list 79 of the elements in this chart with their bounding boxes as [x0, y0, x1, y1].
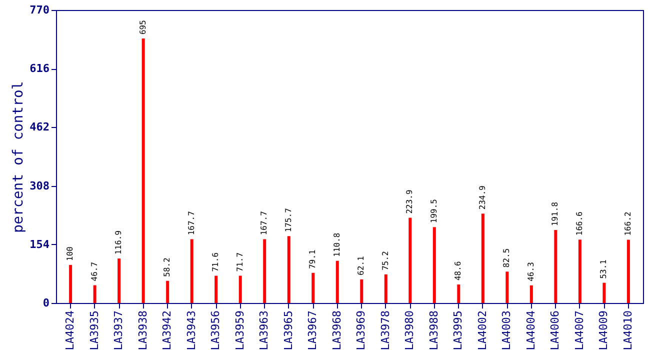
bar	[578, 240, 582, 303]
data-label: 199.5	[429, 198, 438, 224]
bar	[481, 214, 484, 303]
x-tick-label: LA3968	[330, 310, 344, 350]
data-label: 223.9	[405, 190, 414, 214]
x-tick-label: LA3938	[136, 310, 150, 350]
y-tick-label: 616	[30, 62, 50, 76]
bar	[142, 38, 145, 303]
x-tick-label: LA3988	[427, 310, 440, 350]
x-tick-label: LA3965	[282, 310, 295, 350]
bar	[554, 230, 558, 303]
data-label: 234.9	[478, 185, 487, 210]
x-tick-label: LA4010	[621, 310, 634, 350]
y-tick-label: 770	[30, 4, 50, 16]
bar	[166, 280, 170, 303]
data-label: 175.7	[284, 208, 293, 232]
bar	[238, 276, 242, 303]
bar	[530, 285, 533, 303]
bar	[457, 284, 460, 303]
bar	[336, 260, 339, 303]
x-tick-label: LA3942	[160, 310, 174, 350]
data-label: 53.1	[599, 259, 608, 279]
data-label: 79.1	[308, 249, 318, 269]
x-tick-label: LA3978	[378, 310, 392, 350]
bar	[384, 274, 388, 303]
x-tick-label: LA4024	[64, 310, 77, 350]
bar	[93, 285, 96, 303]
bar	[312, 272, 315, 303]
bar	[408, 218, 412, 303]
x-tick-label: LA3995	[452, 310, 465, 350]
data-label: 82.5	[502, 248, 512, 268]
data-label: 46.7	[90, 262, 99, 282]
bar	[263, 239, 266, 303]
data-label: 62.1	[356, 256, 366, 276]
x-tick-label: LA4006	[548, 310, 562, 350]
data-label: 71.6	[211, 252, 220, 272]
bar	[287, 236, 290, 303]
x-tick-label: LA3937	[112, 310, 126, 350]
y-tick-label: 154	[30, 238, 50, 251]
bar	[214, 276, 218, 303]
x-tick-label: LA4004	[524, 310, 538, 350]
data-label: 58.2	[162, 257, 172, 277]
data-label: 166.2	[623, 211, 632, 236]
y-axis-title: percent of control	[10, 81, 27, 233]
bar	[602, 282, 606, 303]
data-label: 166.6	[574, 211, 584, 236]
data-label: 167.7	[260, 210, 269, 236]
data-label: 71.7	[235, 252, 244, 272]
data-label: 191.8	[550, 202, 560, 226]
y-tick-label: 0	[42, 296, 50, 310]
y-tick-label: 462	[30, 120, 50, 134]
x-tick-label: LA4002	[476, 310, 489, 350]
data-label: 46.3	[526, 262, 536, 282]
bar	[360, 279, 364, 303]
bar	[118, 258, 121, 303]
x-tick-label: LA3963	[258, 310, 271, 350]
y-tick-label: 308	[30, 179, 50, 192]
x-tick-label: LA4003	[500, 310, 514, 350]
x-tick-label: LA3969	[354, 310, 368, 350]
data-label: 167.7	[186, 210, 196, 236]
bar	[69, 264, 72, 303]
bar	[506, 272, 509, 303]
bar	[626, 240, 630, 303]
bar	[432, 227, 436, 303]
data-label: 48.6	[454, 261, 463, 281]
x-tick-label: LA3956	[209, 310, 222, 350]
data-label: 116.9	[114, 230, 124, 255]
x-tick-label: LA3959	[233, 310, 246, 350]
x-tick-label: LA3943	[184, 310, 198, 350]
data-label: 75.2	[380, 250, 390, 270]
data-label: 110.8	[332, 232, 342, 257]
data-label: 100	[66, 246, 75, 261]
x-tick-label: LA3967	[306, 310, 320, 350]
x-tick-label: LA4009	[597, 310, 610, 350]
bar	[190, 239, 194, 303]
x-tick-label: LA3935	[88, 310, 101, 350]
x-tick-label: LA3980	[403, 310, 416, 350]
x-tick-label: LA4007	[572, 310, 586, 350]
data-label: 695	[138, 20, 148, 35]
